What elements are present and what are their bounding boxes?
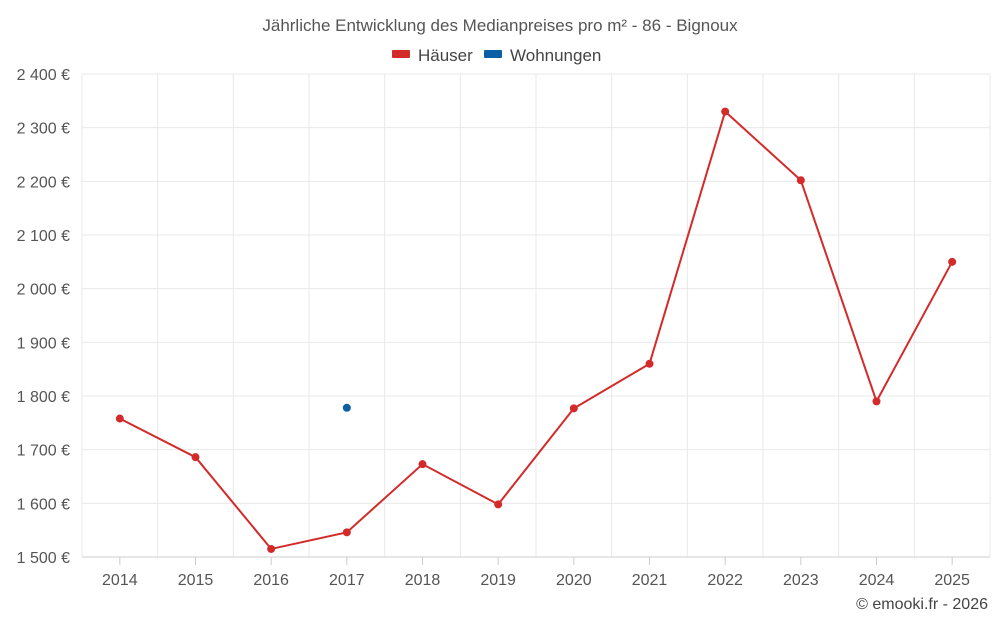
data-point-haeuser[interactable] [645, 359, 654, 368]
y-tick-label: 2 400 € [17, 67, 70, 84]
data-point-haeuser[interactable] [569, 404, 578, 413]
data-point-haeuser[interactable] [115, 414, 124, 423]
y-tick-label: 2 300 € [17, 121, 70, 138]
y-tick-label: 1 600 € [17, 496, 70, 513]
legend-swatch-haeuser [392, 50, 410, 58]
x-tick-label: 2014 [102, 572, 138, 589]
x-tick-label: 2016 [253, 572, 289, 589]
data-point-haeuser[interactable] [721, 107, 730, 116]
x-tick-label: 2025 [934, 572, 970, 589]
data-point-haeuser[interactable] [342, 528, 351, 537]
x-tick-label: 2023 [783, 572, 819, 589]
y-tick-label: 2 000 € [17, 282, 70, 299]
data-point-haeuser[interactable] [418, 460, 427, 469]
x-tick-label: 2015 [178, 572, 214, 589]
x-tick-label: 2019 [480, 572, 516, 589]
x-tick-label: 2022 [707, 572, 743, 589]
x-tick-label: 2021 [632, 572, 668, 589]
y-tick-label: 1 700 € [17, 443, 70, 460]
credit-text: © emooki.fr - 2026 [856, 596, 988, 613]
series-layer [115, 107, 957, 553]
data-point-wohnungen[interactable] [342, 403, 351, 412]
y-tick-label: 1 800 € [17, 389, 70, 406]
y-axis: 1 500 € 1 600 € 1 700 € 1 800 € 1 900 € 2 000… [17, 67, 70, 567]
legend-label-wohnungen[interactable]: Wohnungen [510, 46, 601, 65]
x-tick-label: 2020 [556, 572, 592, 589]
x-axis: 2014 2015 2016 2017 2018 2019 2020 2021 2022 2023… [102, 557, 970, 589]
legend-label-haeuser[interactable]: Häuser [418, 46, 473, 65]
y-tick-label: 2 100 € [17, 228, 70, 245]
chart-title: Jährliche Entwicklung des Medianpreises … [262, 16, 738, 35]
x-tick-label: 2024 [859, 572, 895, 589]
data-point-haeuser[interactable] [191, 453, 200, 462]
y-tick-label: 1 900 € [17, 335, 70, 352]
legend: Häuser Wohnungen [392, 46, 601, 65]
x-tick-label: 2017 [329, 572, 365, 589]
data-point-haeuser[interactable] [796, 176, 805, 185]
data-point-haeuser[interactable] [267, 544, 276, 553]
y-tick-label: 1 500 € [17, 550, 70, 567]
series-line-haeuser [119, 109, 954, 551]
data-point-haeuser[interactable] [872, 397, 881, 406]
x-gridlines [81, 74, 991, 557]
legend-swatch-wohnungen [484, 50, 502, 58]
x-tick-label: 2018 [405, 572, 441, 589]
data-point-haeuser[interactable] [948, 257, 957, 266]
data-point-haeuser[interactable] [494, 500, 503, 509]
y-tick-label: 2 200 € [17, 174, 70, 191]
